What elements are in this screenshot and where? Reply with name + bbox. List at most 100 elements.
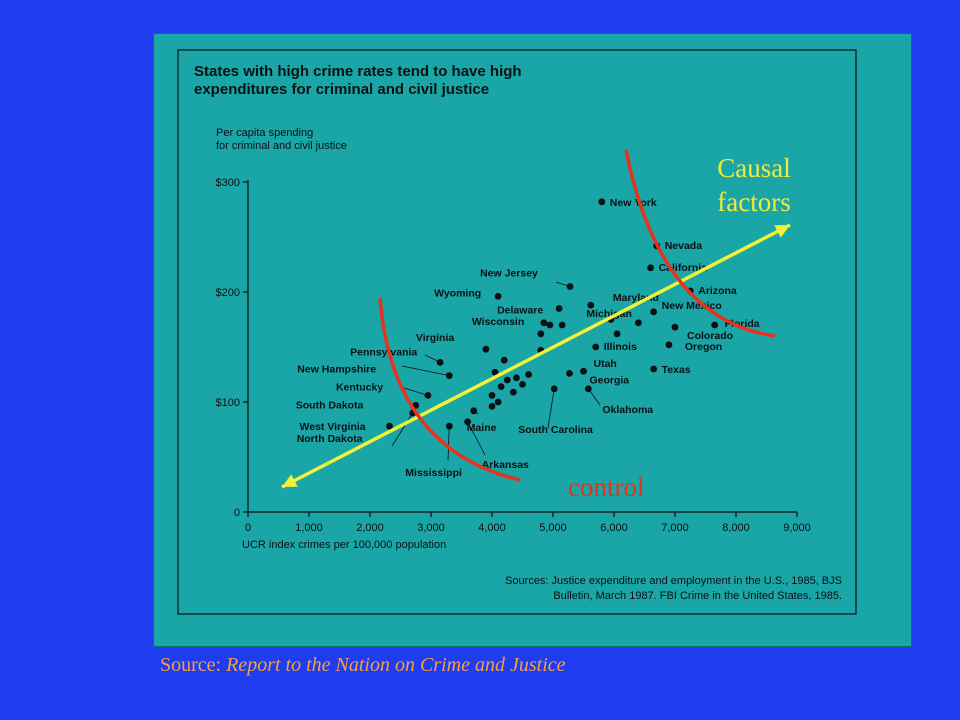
data-point (540, 319, 548, 327)
data-point-unlabeled (613, 330, 621, 338)
y-axis-label-line: for criminal and civil justice (216, 140, 347, 152)
data-point (555, 305, 563, 312)
x-tick-label: 9,000 (783, 522, 811, 534)
label-leader-line (473, 410, 479, 415)
data-point (566, 370, 573, 377)
data-point-unlabeled (497, 383, 505, 390)
control-annotation: control (568, 472, 644, 502)
label-leader-line (555, 281, 571, 287)
point-label: Oklahoma (602, 404, 653, 416)
data-point (671, 323, 679, 331)
y-tick-label: $300 (216, 177, 240, 189)
data-point (386, 422, 393, 430)
y-tick-label: $200 (216, 287, 240, 299)
causal-factors-annotation: Causal (717, 153, 791, 183)
point-label: New Hampshire (297, 364, 376, 376)
label-leader-line (467, 421, 486, 456)
point-label: Virginia (416, 332, 454, 344)
point-label: Wyoming (434, 287, 481, 299)
data-point (711, 321, 719, 329)
data-point-unlabeled (525, 371, 532, 378)
y-tick-label: 0 (234, 507, 240, 519)
point-label: South Dakota (296, 399, 364, 411)
control-curve (378, 297, 521, 482)
data-point (482, 345, 490, 353)
data-point (587, 301, 595, 309)
point-label: Wisconsin (472, 316, 524, 328)
data-point (665, 341, 673, 349)
point-label: Mississippi (405, 467, 462, 479)
point-label: Texas (662, 364, 691, 376)
x-tick-label: 8,000 (722, 522, 750, 534)
point-label: Arizona (698, 285, 737, 297)
sources-line: Sources: Justice expenditure and employm… (505, 575, 842, 587)
x-tick-label: 3,000 (417, 522, 445, 534)
data-point-unlabeled (488, 403, 496, 410)
causal-curve (624, 149, 776, 338)
point-label: New York (610, 197, 657, 209)
data-point (580, 367, 587, 375)
source-title: Report to the Nation on Crime and Justic… (226, 654, 566, 676)
data-point-unlabeled (546, 321, 554, 329)
data-point-unlabeled (491, 368, 499, 376)
data-point-unlabeled (558, 321, 566, 329)
data-point (650, 308, 658, 316)
label-leader-line (424, 354, 441, 363)
label-leader-line (401, 365, 450, 376)
x-tick-label: 4,000 (478, 522, 506, 534)
data-point-unlabeled (503, 376, 511, 384)
point-label: Illinois (604, 341, 637, 353)
point-label: North Dakota (297, 433, 363, 445)
label-leader-line (547, 388, 555, 429)
trend-arrow-head-start (282, 474, 298, 487)
point-label: Kentucky (336, 381, 383, 393)
point-label: Nevada (665, 240, 703, 252)
source-caption: Source: Report to the Nation on Crime an… (160, 654, 566, 677)
point-label: Maryland (613, 292, 659, 304)
data-point-unlabeled (537, 330, 545, 338)
point-label: Colorado (687, 330, 733, 342)
data-point-unlabeled (519, 381, 526, 388)
data-point-unlabeled (494, 398, 502, 406)
point-label: Georgia (589, 374, 629, 386)
point-label: West Virginia (300, 421, 366, 433)
chart-panel (153, 33, 912, 647)
causal-factors-annotation: factors (717, 187, 790, 217)
chart-frame (177, 49, 857, 615)
label-leader-line (403, 387, 429, 396)
y-tick-label: $100 (216, 397, 240, 409)
x-tick-label: 5,000 (539, 522, 567, 534)
point-label: Oregon (685, 341, 722, 353)
data-point (494, 293, 502, 300)
point-label: Delaware (497, 305, 543, 317)
x-axis-label: UCR index crimes per 100,000 population (242, 539, 446, 551)
trend-arrow-head-end (774, 225, 790, 238)
x-tick-label: 1,000 (295, 522, 323, 534)
data-point-unlabeled (500, 356, 508, 364)
data-point-unlabeled (509, 388, 517, 396)
data-point (647, 264, 654, 272)
data-point-unlabeled (488, 392, 496, 399)
sources-line: Bulletin, March 1987. FBI Crime in the U… (553, 590, 842, 602)
data-point (650, 365, 658, 373)
x-tick-label: 6,000 (600, 522, 628, 534)
x-tick-label: 2,000 (356, 522, 384, 534)
point-label: Utah (594, 358, 617, 370)
label-leader-line (447, 426, 450, 461)
point-label: Arkansas (482, 459, 529, 471)
point-label: New Mexico (662, 300, 722, 312)
chart-title-line: States with high crime rates tend to hav… (194, 63, 522, 80)
label-leader-line (391, 412, 414, 447)
source-prefix: Source: (160, 654, 227, 676)
data-point (592, 343, 600, 351)
x-tick-label: 7,000 (661, 522, 689, 534)
point-label: Florida (725, 318, 760, 330)
data-point-unlabeled (513, 374, 520, 382)
point-label: South Carolina (518, 424, 593, 436)
point-label: Maine (467, 422, 497, 434)
label-leader-line (588, 388, 601, 406)
point-label: Pennsylvania (350, 346, 417, 358)
data-point (598, 198, 606, 206)
